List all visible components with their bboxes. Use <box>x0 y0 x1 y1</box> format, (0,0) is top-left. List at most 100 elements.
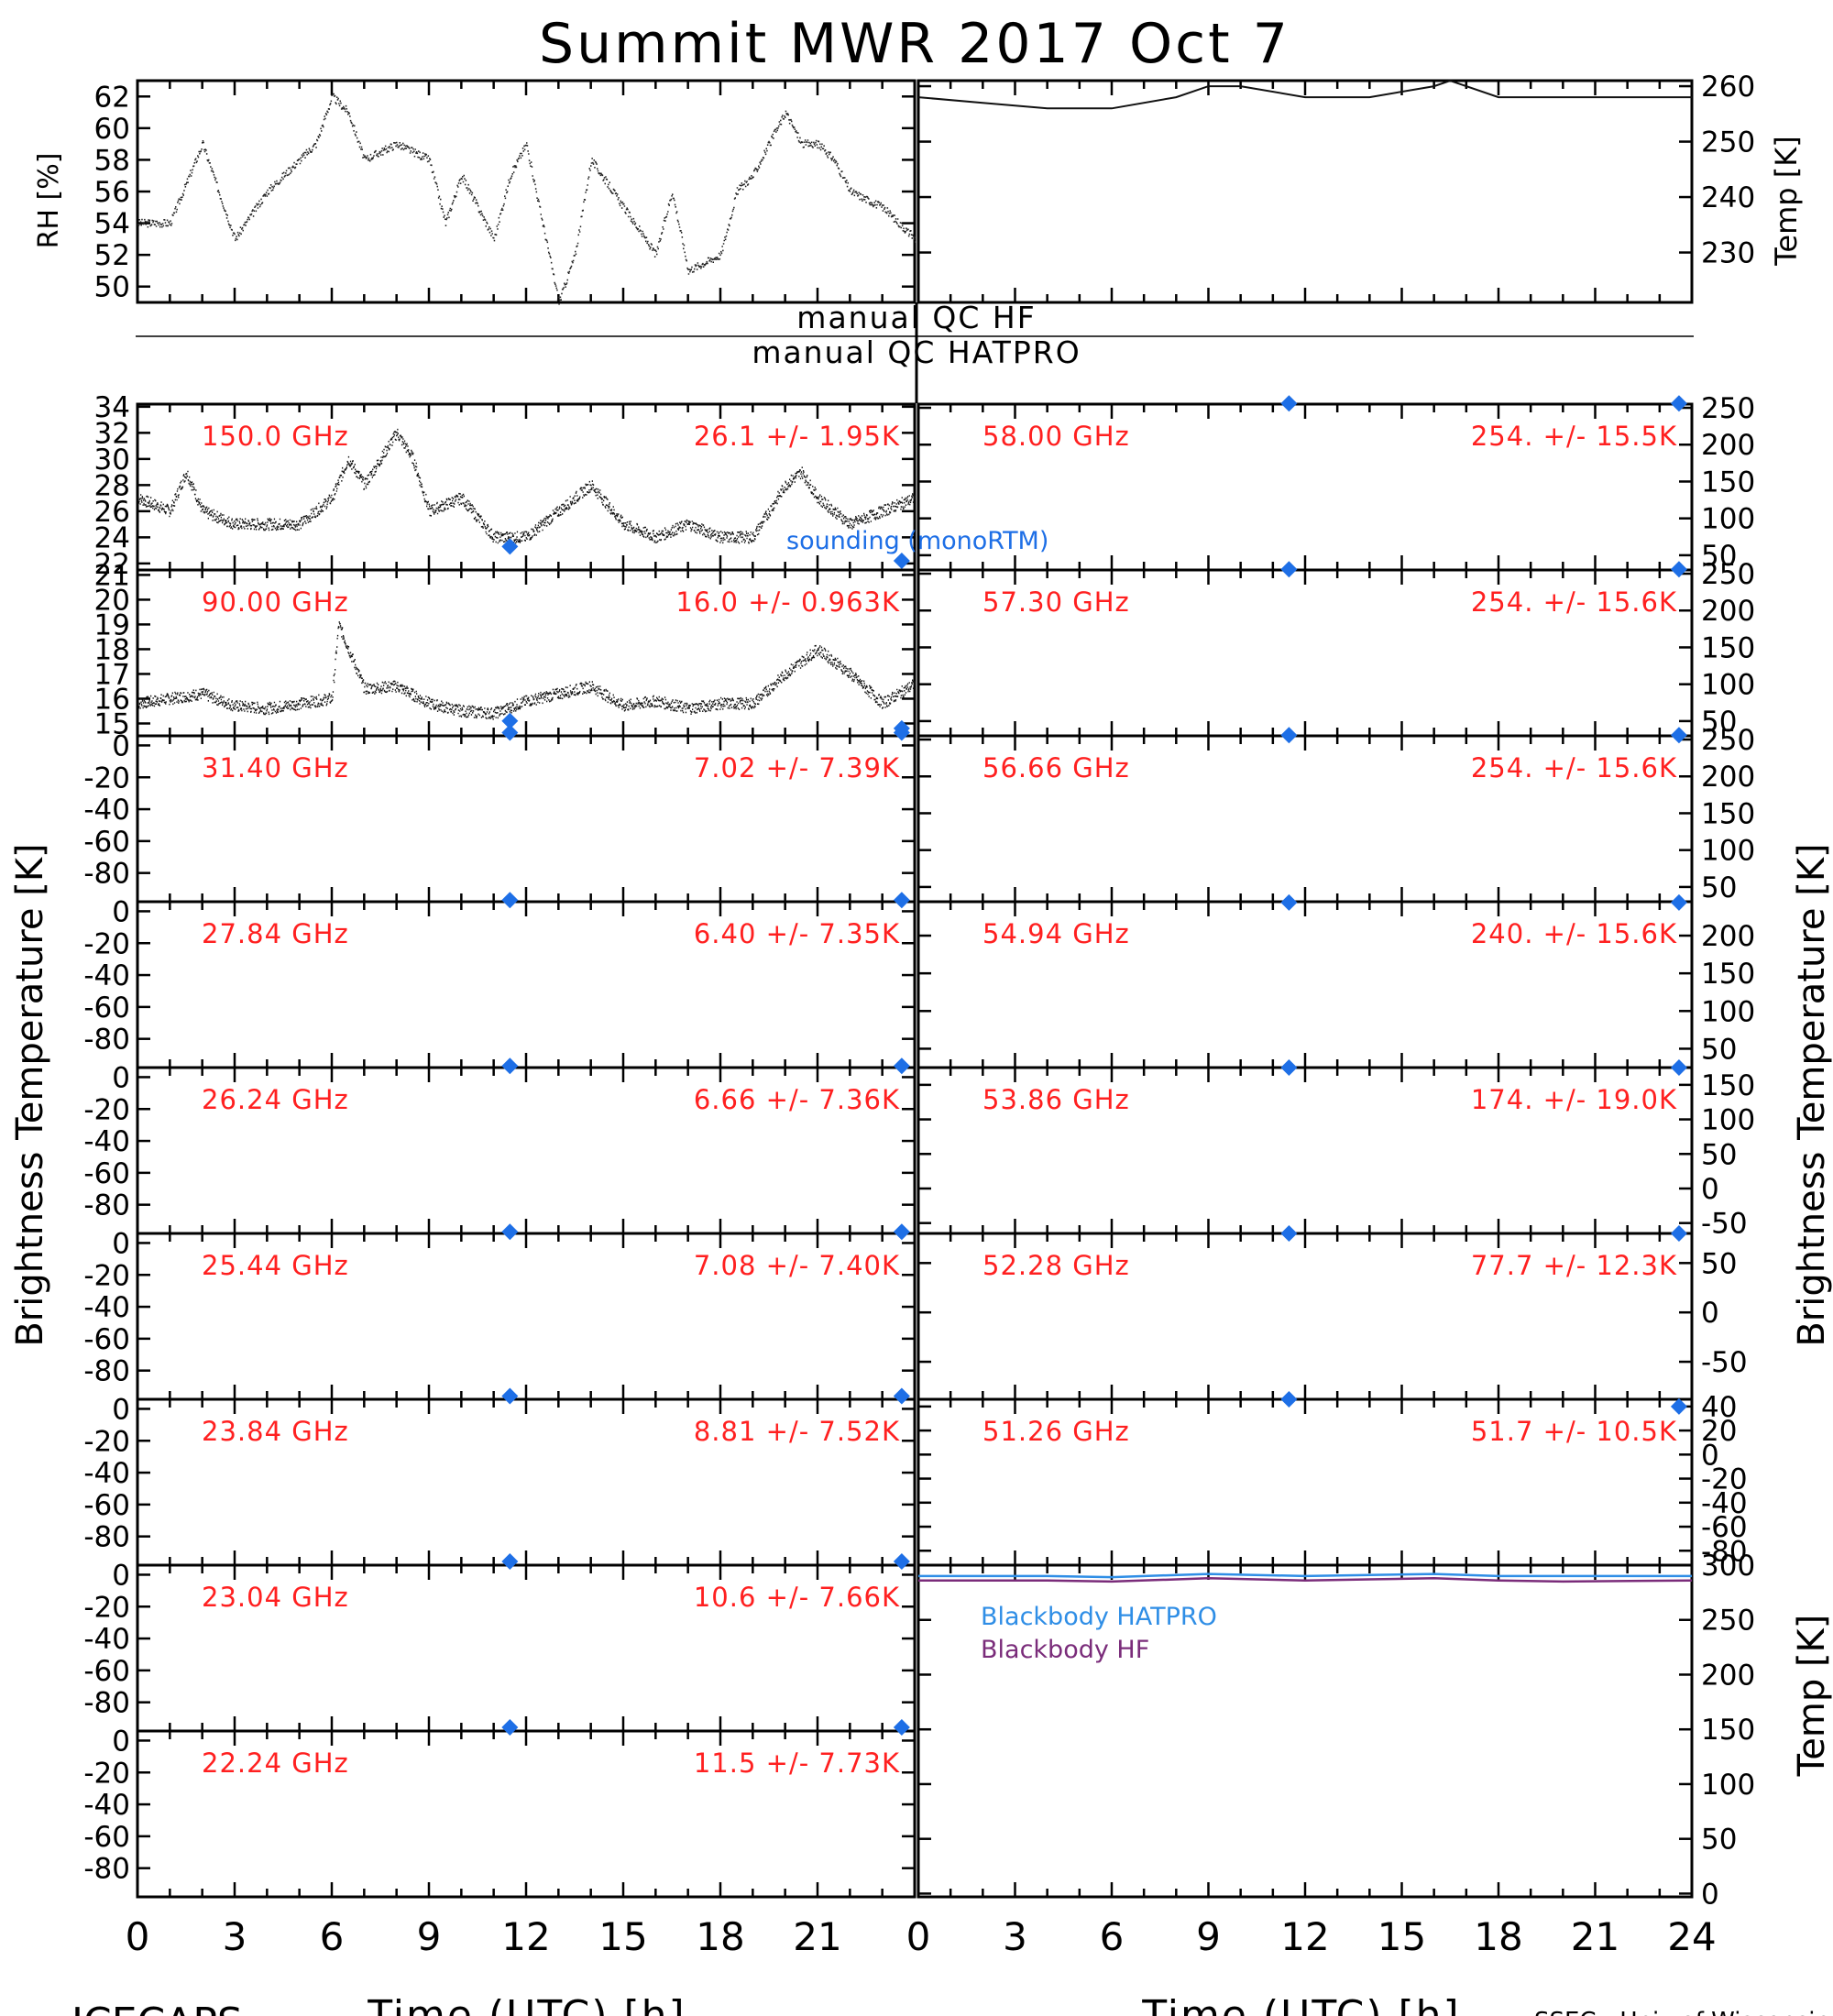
blackbody-ytick-label: 300 <box>1701 1550 1755 1583</box>
hp-23.04-sounding-marker <box>501 1553 519 1570</box>
temp-panel: 230 240 250 260 <box>916 71 1755 304</box>
rh-frame <box>136 79 916 304</box>
hp-22.24-ytick-label: 0 <box>112 1725 130 1758</box>
xtick-label-right: 0 <box>906 1914 931 1959</box>
temp-ytick-label: 240 <box>1701 181 1755 214</box>
hp-58.00-ytick-label: 200 <box>1701 429 1755 462</box>
hp-51.26-ytick-label: 40 <box>1701 1391 1737 1424</box>
temp-ytick-label: 250 <box>1701 126 1755 159</box>
xtick-label-right: 12 <box>1280 1914 1329 1959</box>
hp-23.84-sounding-marker <box>893 1387 910 1405</box>
panels: 5052545658606223024025026022242628303234… <box>83 71 1755 1959</box>
hp-51.26-freq-label: 51.26 GHz <box>982 1416 1130 1447</box>
hp-27.84-sounding-marker <box>501 892 519 909</box>
hp-54.94-stats-label: 240. +/- 15.6K <box>1471 918 1677 949</box>
rh-ytick-label: 50 <box>94 271 130 304</box>
hp-53.86-ytick-label: -50 <box>1701 1208 1748 1241</box>
qc-hatpro-label: manual QC HATPRO <box>752 334 1081 370</box>
hf-150-data <box>137 428 916 544</box>
hp-26.24-ytick-label: -80 <box>83 1189 130 1222</box>
hp-23.84-freq-label: 23.84 GHz <box>202 1416 349 1447</box>
hp-22.24-ytick-label: -60 <box>83 1821 130 1854</box>
hp-51.26-ytick-label: -60 <box>1701 1511 1748 1544</box>
hp-56.66-ytick-label: 150 <box>1701 797 1755 830</box>
hp-53.86-ytick-label: 50 <box>1701 1138 1737 1171</box>
hp-27.84-panel: 0-20-40-60-80 27.84 GHz 6.40 +/- 7.35K <box>83 892 916 1069</box>
bt-ylabel-left: Brightness Temperature [K] <box>9 843 51 1346</box>
hf-90-ytick-label: 21 <box>94 559 130 592</box>
hp-52.28-panel: 50 0 -50 52.28 GHz 77.7 +/- 12.3K <box>916 1225 1748 1401</box>
hf-90-ytick-label: 17 <box>94 658 130 691</box>
rh-ylabel: RH [%] <box>33 153 65 249</box>
xtick-label-right: 9 <box>1196 1914 1221 1959</box>
hp-23.84-sounding-marker <box>501 1387 519 1405</box>
hp-53.86-ytick-label: 0 <box>1701 1173 1719 1206</box>
hp-52.28-stats-label: 77.7 +/- 12.3K <box>1471 1250 1677 1281</box>
hp-31.40-sounding-marker <box>501 724 519 741</box>
hp-54.94-sounding-marker <box>1670 893 1687 911</box>
hp-58.00-freq-label: 58.00 GHz <box>982 421 1130 452</box>
bb-hf-legend: Blackbody HF <box>981 1636 1149 1664</box>
hp-54.94-ytick-label: 50 <box>1701 1033 1737 1066</box>
hp-54.94-panel: 200 150 100 50 54.94 GHz 240. +/- 15.6K <box>916 893 1755 1069</box>
hp-26.24-sounding-marker <box>893 1057 910 1075</box>
hf-90-data <box>137 621 916 720</box>
xtick-label-left: 18 <box>696 1914 744 1959</box>
hp-22.24-ytick-label: -40 <box>83 1789 130 1822</box>
hp-58.00-ytick-label: 100 <box>1701 503 1755 536</box>
xtick-label-left: 6 <box>320 1914 345 1959</box>
xtick-label-right: 24 <box>1667 1914 1716 1959</box>
hf-150-ytick-label: 30 <box>94 444 130 477</box>
hp-31.40-ytick-label: -40 <box>83 794 130 827</box>
hp-26.24-stats-label: 6.66 +/- 7.36K <box>694 1084 900 1115</box>
hp-25.44-ytick-label: -40 <box>83 1291 130 1324</box>
hp-57.30-ytick-label: 250 <box>1701 558 1755 591</box>
hp-53.86-stats-label: 174. +/- 19.0K <box>1471 1084 1677 1115</box>
hp-23.04-sounding-marker <box>893 1553 910 1570</box>
xtick-label-right: 18 <box>1474 1914 1522 1959</box>
rh-ytick-label: 60 <box>94 113 130 146</box>
blackbody-panel: 300 250 200 150 100 50 0 <box>916 1550 1755 1911</box>
xtick-label-left: 15 <box>598 1914 647 1959</box>
temp-series <box>917 79 1692 110</box>
hp-54.94-sounding-marker <box>1280 893 1298 911</box>
rh-ytick-label: 56 <box>94 176 130 209</box>
hp-23.04-ytick-label: -80 <box>83 1687 130 1720</box>
hp-25.44-sounding-marker <box>893 1223 910 1241</box>
hp-27.84-freq-label: 27.84 GHz <box>202 918 349 949</box>
blackbody-ytick-label: 50 <box>1701 1824 1737 1857</box>
hp-25.44-ytick-label: -20 <box>83 1259 130 1292</box>
xtick-label-left: 21 <box>793 1914 841 1959</box>
chart-title: Summit MWR 2017 Oct 7 <box>539 12 1290 76</box>
hp-54.94-ytick-label: 200 <box>1701 920 1755 953</box>
rh-series <box>137 93 916 305</box>
rh-ytick-label: 58 <box>94 144 130 177</box>
hf-90-ytick-label: 15 <box>94 707 130 740</box>
hp-27.84-sounding-marker <box>893 892 910 909</box>
hp-26.24-ytick-label: 0 <box>112 1061 130 1094</box>
blackbody-ytick-label: 200 <box>1701 1659 1755 1692</box>
hp-26.24-panel: 0-20-40-60-80 26.24 GHz 6.66 +/- 7.36K <box>83 1057 916 1235</box>
hp-57.30-freq-label: 57.30 GHz <box>982 586 1130 618</box>
hp-54.94-freq-label: 54.94 GHz <box>982 918 1130 949</box>
hp-31.40-stats-label: 7.02 +/- 7.39K <box>694 752 900 783</box>
blackbody-ytick-label: 250 <box>1701 1605 1755 1638</box>
hf-90-ytick-label: 18 <box>94 633 130 666</box>
xtick-label-left: 9 <box>417 1914 442 1959</box>
sounding-legend: sounding (monoRTM) <box>786 527 1048 555</box>
hp-26.24-ytick-label: -40 <box>83 1125 130 1158</box>
hp-26.24-ytick-label: -60 <box>83 1157 130 1190</box>
hp-27.84-ytick-label: -40 <box>83 959 130 992</box>
hp-23.04-ytick-label: -40 <box>83 1623 130 1656</box>
hp-57.30-ytick-label: 50 <box>1701 706 1737 739</box>
hp-56.66-stats-label: 254. +/- 15.6K <box>1471 752 1677 783</box>
hp-31.40-ytick-label: -60 <box>83 826 130 859</box>
hp-23.04-freq-label: 23.04 GHz <box>202 1582 349 1613</box>
hp-52.28-sounding-marker <box>1280 1225 1298 1242</box>
qc-hf-label: manual QC HF <box>796 300 1036 335</box>
hf-150-freq-label: 150.0 GHz <box>202 421 349 452</box>
hf-150-sounding-marker <box>501 538 519 555</box>
